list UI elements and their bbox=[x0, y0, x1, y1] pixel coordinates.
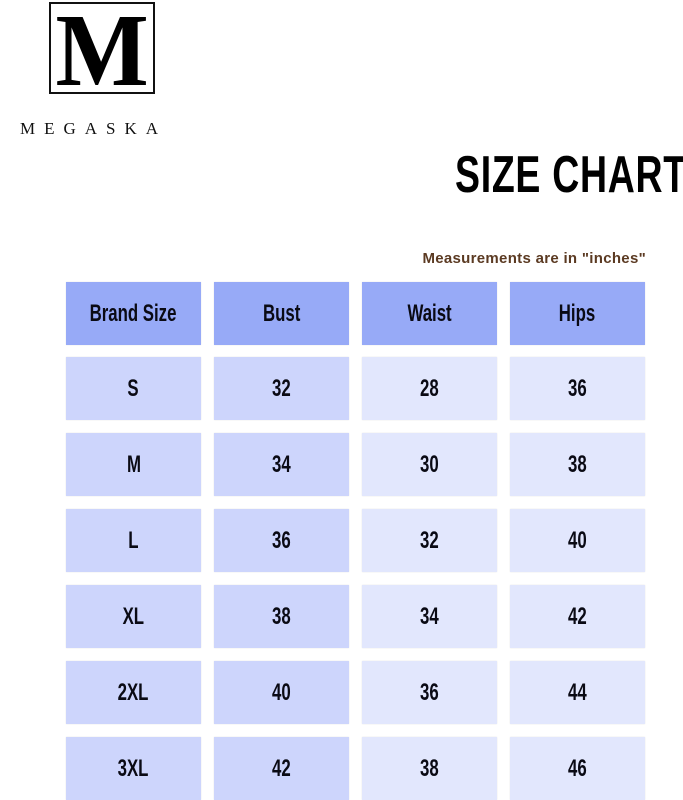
table-cell-text: S bbox=[127, 374, 140, 402]
logo-mark: M bbox=[55, 0, 149, 108]
logo: M bbox=[49, 0, 155, 103]
table-cell: 38 bbox=[510, 433, 645, 496]
column-header-text: Hips bbox=[559, 299, 596, 327]
table-cell-text: 40 bbox=[568, 526, 587, 554]
table-cell-text: 38 bbox=[272, 602, 291, 630]
table-cell-text: 32 bbox=[272, 374, 291, 402]
table-cell-text: 40 bbox=[272, 678, 291, 706]
table-cell-text: 34 bbox=[420, 602, 439, 630]
table-cell-text: 30 bbox=[420, 450, 439, 478]
table-cell: 42 bbox=[510, 585, 645, 648]
table-cell: 28 bbox=[362, 357, 497, 420]
units-note: Measurements are in "inches" bbox=[422, 250, 646, 267]
table-cell-text: 36 bbox=[272, 526, 291, 554]
table-cell-text: 44 bbox=[568, 678, 587, 706]
table-cell: 36 bbox=[362, 661, 497, 724]
column-header: Bust bbox=[214, 282, 349, 345]
table-cell: 30 bbox=[362, 433, 497, 496]
column-header-text: Bust bbox=[262, 299, 301, 327]
table-cell: 38 bbox=[214, 585, 349, 648]
table-cell: 36 bbox=[510, 357, 645, 420]
table-cell-text: 32 bbox=[420, 526, 439, 554]
brand-name: MEGASKA bbox=[20, 119, 168, 138]
table-cell: S bbox=[66, 357, 201, 420]
table-cell-text: 34 bbox=[272, 450, 291, 478]
table-cell: XL bbox=[66, 585, 201, 648]
table-cell: 2XL bbox=[66, 661, 201, 724]
page-title: SIZE CHART bbox=[455, 146, 683, 204]
table-cell: 40 bbox=[510, 509, 645, 572]
table-cell-text: L bbox=[128, 526, 139, 554]
table-cell-text: 28 bbox=[420, 374, 439, 402]
table-cell: M bbox=[66, 433, 201, 496]
table-cell: 46 bbox=[510, 737, 645, 800]
table-cell: 34 bbox=[214, 433, 349, 496]
table-cell: 44 bbox=[510, 661, 645, 724]
table-cell: 32 bbox=[214, 357, 349, 420]
table-cell: 34 bbox=[362, 585, 497, 648]
table-cell-text: 36 bbox=[568, 374, 587, 402]
column-header: Brand Size bbox=[66, 282, 201, 345]
table-cell-text: 46 bbox=[568, 754, 587, 782]
table-cell: 40 bbox=[214, 661, 349, 724]
table-cell-text: 36 bbox=[420, 678, 439, 706]
table-cell-text: 38 bbox=[568, 450, 587, 478]
table-cell-text: 2XL bbox=[118, 678, 149, 706]
table-cell: 32 bbox=[362, 509, 497, 572]
table-cell-text: 38 bbox=[420, 754, 439, 782]
table-cell-text: XL bbox=[122, 602, 145, 630]
table-cell-text: 42 bbox=[272, 754, 291, 782]
column-header: Waist bbox=[362, 282, 497, 345]
table-cell: L bbox=[66, 509, 201, 572]
table-cell: 36 bbox=[214, 509, 349, 572]
table-cell-text: 42 bbox=[568, 602, 587, 630]
column-header-text: Brand Size bbox=[90, 299, 177, 327]
table-cell: 42 bbox=[214, 737, 349, 800]
table-cell: 3XL bbox=[66, 737, 201, 800]
table-cell: 38 bbox=[362, 737, 497, 800]
table-cell-text: 3XL bbox=[118, 754, 149, 782]
column-header: Hips bbox=[510, 282, 645, 345]
column-header-text: Waist bbox=[407, 299, 452, 327]
table-cell-text: M bbox=[126, 450, 141, 478]
